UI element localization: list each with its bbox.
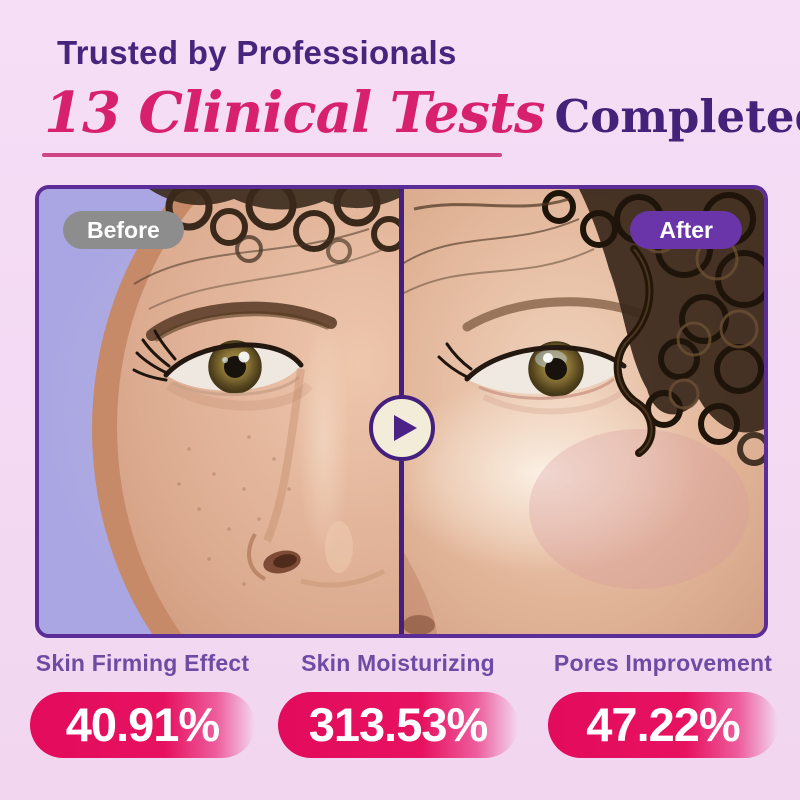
clinical-stats: Skin Firming Effect 40.91% Skin Moisturi… [0, 650, 800, 780]
stat-value-pill: 40.91% [30, 692, 255, 758]
before-face-art [39, 189, 401, 634]
face-photo-illustration [39, 189, 764, 634]
headline-highlight: 13 Clinical Tests [44, 80, 545, 146]
play-icon [393, 415, 417, 441]
headline: 13 Clinical TestsCompleted! [44, 80, 800, 146]
trust-tagline: Trusted by Professionals [57, 34, 457, 71]
stat-skin-moisturizing: Skin Moisturizing 313.53% [278, 650, 518, 758]
headline-rest: Completed! [554, 90, 800, 143]
headline-underline [42, 153, 502, 157]
stat-value-pill: 313.53% [278, 692, 518, 758]
before-badge: Before [63, 211, 184, 249]
stat-skin-firming: Skin Firming Effect 40.91% [30, 650, 255, 758]
stat-label: Skin Moisturizing [301, 650, 495, 676]
after-badge: After [630, 211, 742, 249]
after-face-art [402, 189, 764, 634]
stat-value-pill: 47.22% [548, 692, 778, 758]
stat-label: Pores Improvement [553, 650, 773, 676]
play-button[interactable] [368, 395, 435, 461]
before-after-comparison: Before After [35, 185, 768, 638]
stat-label: Skin Firming Effect [35, 650, 250, 676]
stat-pores-improvement: Pores Improvement 47.22% [548, 650, 778, 758]
